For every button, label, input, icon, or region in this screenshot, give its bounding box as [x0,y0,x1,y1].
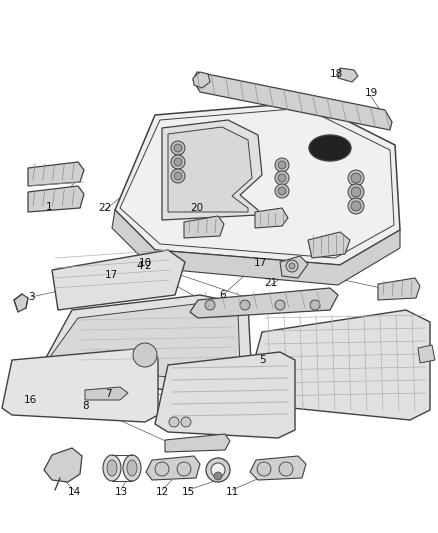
Circle shape [155,462,169,476]
Circle shape [279,462,293,476]
Circle shape [181,417,191,427]
Polygon shape [44,448,82,482]
Circle shape [278,187,286,195]
Circle shape [275,184,289,198]
Text: 22: 22 [99,203,112,213]
Text: 1: 1 [46,202,52,212]
Polygon shape [280,256,308,278]
Polygon shape [14,294,28,312]
Polygon shape [120,108,394,258]
Polygon shape [50,304,240,380]
Ellipse shape [123,455,141,481]
Text: 3: 3 [28,292,34,302]
Circle shape [275,171,289,185]
Ellipse shape [127,460,137,476]
Polygon shape [418,345,435,363]
Text: 4: 4 [137,261,143,271]
Circle shape [177,462,191,476]
Polygon shape [338,68,358,82]
Circle shape [310,300,320,310]
Circle shape [171,155,185,169]
Circle shape [275,300,285,310]
Polygon shape [378,278,420,300]
Circle shape [240,300,250,310]
Text: 16: 16 [23,395,37,405]
Polygon shape [255,208,288,228]
Polygon shape [155,352,295,438]
Ellipse shape [103,455,121,481]
Text: 17: 17 [104,270,118,280]
Text: 10: 10 [138,258,152,268]
Circle shape [171,169,185,183]
Polygon shape [190,288,338,318]
Text: 14: 14 [67,487,81,497]
Polygon shape [112,210,400,285]
Polygon shape [193,72,392,130]
Polygon shape [184,216,224,238]
Polygon shape [115,102,400,265]
Polygon shape [28,162,84,186]
Text: 11: 11 [226,487,239,497]
Polygon shape [250,456,306,480]
Circle shape [257,462,271,476]
Ellipse shape [206,458,230,482]
Circle shape [348,184,364,200]
Circle shape [174,144,182,152]
Text: 7: 7 [105,389,111,399]
Polygon shape [168,127,252,212]
Circle shape [275,158,289,172]
Polygon shape [42,295,252,395]
Circle shape [286,260,298,272]
Polygon shape [308,232,350,258]
Ellipse shape [309,135,351,161]
Text: 5: 5 [259,355,265,365]
Ellipse shape [211,463,225,477]
Polygon shape [146,456,200,480]
Polygon shape [52,250,185,310]
Circle shape [133,343,157,367]
Circle shape [278,161,286,169]
Circle shape [351,187,361,197]
Text: 2: 2 [145,261,151,271]
Text: 19: 19 [364,88,378,98]
Text: 13: 13 [114,487,127,497]
Circle shape [174,158,182,166]
Polygon shape [165,434,230,452]
Polygon shape [245,310,430,420]
Circle shape [348,198,364,214]
Circle shape [351,173,361,183]
Circle shape [205,300,215,310]
Circle shape [351,201,361,211]
Text: 21: 21 [265,278,278,288]
Circle shape [174,172,182,180]
Ellipse shape [214,472,222,480]
Text: 12: 12 [155,487,169,497]
Polygon shape [85,387,128,400]
Circle shape [278,174,286,182]
Polygon shape [28,186,84,212]
Text: 6: 6 [220,290,226,300]
Ellipse shape [107,460,117,476]
Polygon shape [2,348,158,422]
Text: 17: 17 [253,258,267,268]
Text: 15: 15 [181,487,194,497]
Polygon shape [193,72,210,88]
Circle shape [171,141,185,155]
Polygon shape [162,120,262,220]
Circle shape [289,263,295,269]
Text: 8: 8 [83,401,89,411]
Text: 18: 18 [329,69,343,79]
Circle shape [169,417,179,427]
Circle shape [348,170,364,186]
Text: 20: 20 [191,203,204,213]
